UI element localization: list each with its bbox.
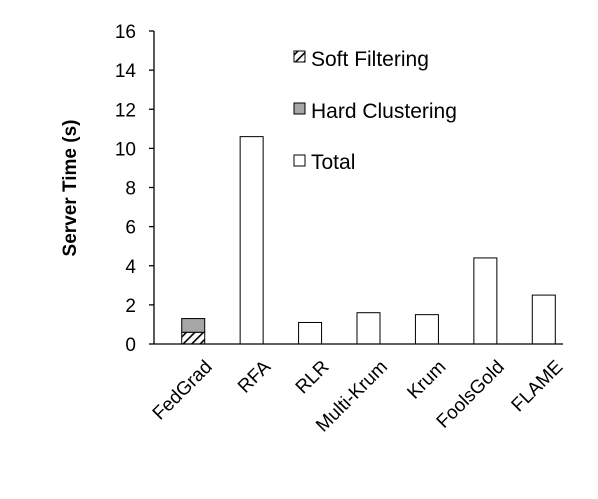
y-axis-ticks: 0 2 4 6 8 10 12 14 16 [115, 22, 154, 356]
y-tick-label: 16 [115, 22, 136, 43]
x-category-label: FedGrad [149, 357, 217, 425]
x-category-label: RLR [292, 357, 334, 399]
x-category-label: RFA [234, 356, 275, 397]
bar-total-flame [531, 294, 556, 345]
legend-label-total: Total [311, 151, 355, 174]
bar-total-foolsgold [473, 257, 498, 345]
y-axis-title: Server Time (s) [60, 120, 81, 257]
legend-swatch-soft-filtering [293, 50, 306, 63]
bar-soft-filtering-fedgrad [181, 331, 206, 345]
legend: Soft Filtering Hard Clustering Total [293, 48, 457, 174]
y-tick-label: 10 [115, 139, 136, 160]
y-tick-label: 6 [125, 218, 136, 239]
x-category-label: FLAME [508, 357, 568, 417]
y-tick-label: 14 [115, 61, 137, 82]
legend-label-hard-clustering: Hard Clustering [311, 100, 457, 123]
bar-total-krum [414, 314, 439, 345]
bars [181, 136, 556, 345]
bar-total-rfa [239, 136, 264, 345]
legend-swatch-hard-clustering [293, 102, 306, 115]
bar-total-rlr [298, 321, 323, 345]
legend-label-soft-filtering: Soft Filtering [311, 48, 429, 71]
y-tick-label: 2 [125, 296, 136, 317]
y-tick-label: 12 [115, 100, 136, 121]
y-tick-label: 8 [125, 179, 136, 200]
legend-swatch-total [293, 154, 306, 167]
bar-hard-clustering-fedgrad [181, 318, 206, 333]
x-category-label: Krum [403, 357, 450, 404]
y-tick-label: 4 [125, 257, 136, 278]
bar-total-multi-krum [356, 312, 381, 345]
y-tick-label: 0 [125, 335, 136, 356]
